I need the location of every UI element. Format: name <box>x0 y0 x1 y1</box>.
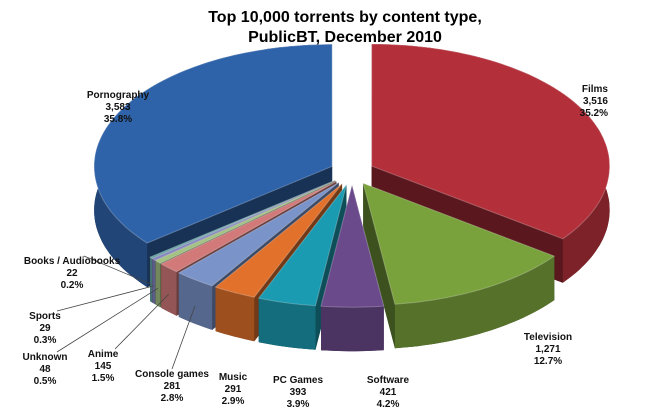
category-label: Anime <box>88 349 119 360</box>
slice-side <box>152 258 156 305</box>
category-label: Music <box>219 372 248 383</box>
category-label: PC Games <box>273 375 323 386</box>
percent-label: 2.9% <box>222 396 245 407</box>
slice-side <box>161 263 177 316</box>
slice <box>177 182 340 287</box>
category-label: Unknown <box>23 352 68 363</box>
slice-side <box>394 256 555 349</box>
percent-label: 3.9% <box>287 399 310 409</box>
leader-line <box>171 305 196 370</box>
slice <box>320 183 385 308</box>
leader-line <box>56 287 159 353</box>
slice <box>362 182 556 305</box>
percent-label: 12.7% <box>534 356 562 367</box>
value-label: 281 <box>164 381 181 392</box>
slice-side <box>178 272 213 330</box>
category-label: Films <box>582 84 609 95</box>
category-label: Pornography <box>87 90 150 101</box>
slice <box>151 180 336 261</box>
leader-line <box>83 255 152 285</box>
leader-line <box>56 285 154 312</box>
percent-label: 0.5% <box>34 376 57 387</box>
value-label: 29 <box>39 323 51 334</box>
slice <box>148 179 336 259</box>
slice-side <box>258 298 316 350</box>
slice <box>154 180 336 264</box>
value-label: 3,516 <box>583 96 608 107</box>
category-label: Television <box>524 332 572 343</box>
slice-wall <box>178 182 339 317</box>
slice-side <box>321 306 384 352</box>
percent-label: 4.2% <box>377 399 400 409</box>
slice-side <box>155 260 161 308</box>
value-label: 421 <box>380 387 397 398</box>
percent-label: 1.5% <box>92 373 115 384</box>
value-label: 145 <box>95 361 112 372</box>
slice-side <box>215 287 255 342</box>
percent-label: 2.8% <box>161 393 184 404</box>
value-label: 3,583 <box>105 102 130 113</box>
slice <box>93 43 333 244</box>
category-label: Sports <box>29 311 61 322</box>
chart-title: PublicBT, December 2010 <box>248 29 442 46</box>
percent-label: 0.2% <box>61 280 84 291</box>
category-label: Books / Audiobooks <box>24 256 121 267</box>
value-label: 48 <box>39 364 51 375</box>
value-label: 1,271 <box>535 344 560 355</box>
category-label: Software <box>367 375 410 386</box>
percent-label: 35.2% <box>580 108 608 119</box>
value-label: 393 <box>290 387 307 398</box>
slice <box>160 180 337 273</box>
slice <box>214 183 343 298</box>
slice-wall <box>363 183 395 349</box>
category-label: Console games <box>135 369 209 380</box>
chart-title: Top 10,000 torrents by content type, <box>208 9 482 26</box>
value-label: 22 <box>66 268 78 279</box>
leader-line <box>114 293 169 350</box>
pie <box>93 43 611 352</box>
percent-label: 0.3% <box>34 335 57 346</box>
value-label: 291 <box>225 384 242 395</box>
slice <box>257 184 347 307</box>
slice-side <box>150 257 153 303</box>
slice <box>371 43 611 240</box>
percent-label: 35.8% <box>104 114 132 125</box>
